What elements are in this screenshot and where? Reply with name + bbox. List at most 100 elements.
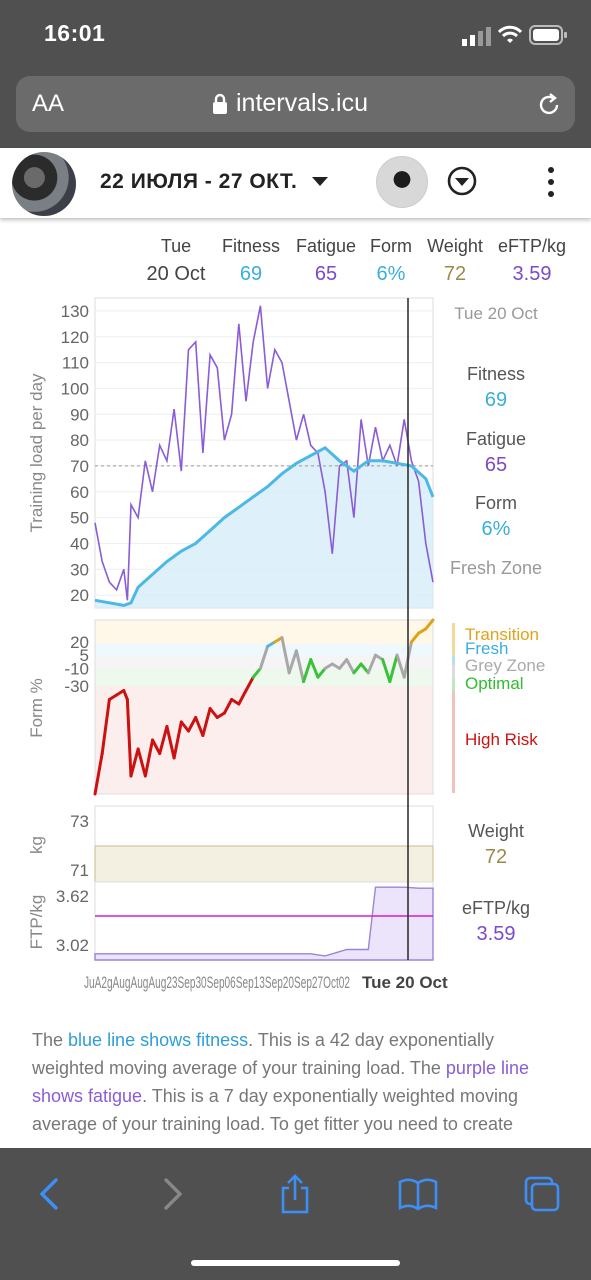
url-display[interactable]: intervals.icu: [212, 89, 368, 118]
fitness-help-link[interactable]: blue line shows fitness: [68, 1030, 249, 1050]
eftp-axis-label: FTP/kg: [27, 895, 46, 950]
load-y-tick: 30: [70, 560, 89, 579]
zone-high-risk-label: High Risk: [465, 730, 538, 749]
form-segment: [194, 716, 205, 737]
form-segment: [381, 658, 392, 684]
form-segment: [309, 658, 320, 679]
form-segment: [151, 738, 162, 755]
side-date: Tue 20 Oct: [454, 304, 538, 323]
date-range-selector[interactable]: 22 ИЮЛЯ - 27 ОКТ.: [100, 170, 328, 194]
summary-eftp: eFTP/kg 3.59: [497, 236, 567, 285]
form-segment: [316, 666, 327, 679]
wifi-icon: [498, 25, 522, 43]
reload-icon[interactable]: [536, 92, 562, 118]
load-y-tick: 100: [61, 379, 89, 398]
form-segment: [179, 720, 190, 733]
form-segment: [359, 662, 370, 675]
form-segment: [93, 752, 104, 796]
form-line: [93, 618, 435, 796]
status-time: 16:01: [44, 20, 106, 46]
form-panel: [94, 619, 434, 795]
user-avatar[interactable]: [12, 152, 76, 216]
load-y-tick: 60: [70, 483, 89, 502]
form-segment: [366, 653, 377, 675]
side-fatigue-value: 65: [484, 454, 508, 476]
form-segment: [122, 689, 129, 701]
circle-chevron-down-icon[interactable]: [447, 166, 477, 196]
load-y-tick: 80: [70, 431, 89, 450]
eftp-y-ticks: 3.62 3.02: [56, 887, 89, 955]
form-y-tick: 5: [80, 646, 89, 665]
url-text: intervals.icu: [236, 89, 368, 117]
form-segment: [129, 747, 140, 778]
fitness-line: [94, 445, 435, 607]
caret-down-icon: [311, 177, 328, 187]
form-y-ticks: 205-10-30: [64, 633, 89, 696]
fatigue-help-link[interactable]: purple line shows fatigue: [32, 1058, 529, 1106]
load-y-tick: 70: [70, 457, 89, 476]
bookmarks-icon[interactable]: [398, 1174, 438, 1214]
x-tick-labels: JuA2gAugAugAug23Sep30Sep06Sep13Sep20Sep2…: [84, 973, 350, 992]
form-segment: [388, 653, 399, 684]
form-segment: [294, 649, 306, 684]
side-fitness-label: Fitness: [466, 364, 526, 384]
athlete-avatar[interactable]: [376, 156, 428, 208]
browser-toolbar: [0, 1148, 591, 1280]
form-segment: [100, 698, 111, 755]
weight-axis-label: kg: [27, 836, 46, 854]
form-segment: [165, 725, 176, 760]
side-fatigue-label: Fatigue: [465, 429, 527, 449]
summary-fitness: Fitness 69: [221, 236, 281, 285]
form-y-tick: 20: [70, 633, 89, 652]
form-segment: [172, 720, 183, 760]
browser-address-area: AA intervals.icu: [0, 68, 591, 148]
zone-fresh-label: Fresh: [465, 639, 509, 658]
form-axis-label: Form %: [27, 678, 46, 738]
transition-zone-bar: [452, 623, 455, 655]
optimal-zone-bar: [452, 679, 455, 691]
form-segment: [251, 666, 262, 679]
side-fitness-value: 69: [484, 389, 508, 411]
home-indicator[interactable]: [191, 1260, 400, 1266]
weight-band: [94, 845, 434, 883]
side-eftp-value: 3.59: [476, 923, 516, 945]
load-y-tick: 110: [62, 354, 89, 373]
form-segment: [345, 658, 356, 675]
summary-row: Tue 20 Oct Fitness 69 Fatigue 65 Form 6%…: [0, 236, 591, 292]
load-y-tick: 40: [70, 534, 89, 553]
more-vert-icon[interactable]: [546, 166, 556, 198]
side-form-value: 6%: [481, 518, 511, 540]
summary-weight: Weight 72: [427, 236, 483, 285]
summary-form: Form 6%: [370, 236, 412, 285]
form-segment: [302, 658, 313, 684]
high-risk-zone-bar: [452, 691, 455, 793]
text-size-button[interactable]: AA: [32, 90, 65, 117]
date-range-label: 22 ИЮЛЯ - 27 ОКТ.: [100, 170, 298, 193]
fitness-area: [95, 447, 433, 608]
grey-zone-bar: [452, 665, 455, 679]
summary-date: Tue 20 Oct: [146, 236, 206, 285]
forward-icon[interactable]: [152, 1174, 192, 1214]
load-y-tick: 90: [70, 405, 89, 424]
eftp-y-tick: 3.02: [56, 936, 89, 955]
zone-grey-label: Grey Zone: [465, 656, 546, 675]
side-form-label: Form: [475, 493, 517, 513]
zone-transition-label: Transition: [465, 625, 540, 644]
form-segment: [280, 636, 291, 675]
load-y-tick: 20: [70, 586, 89, 605]
address-bar[interactable]: AA intervals.icu: [16, 76, 575, 132]
form-segment: [352, 662, 363, 675]
summary-fatigue: Fatigue 65: [295, 236, 357, 285]
back-icon[interactable]: [30, 1174, 70, 1214]
app-header: 22 ИЮЛЯ - 27 ОКТ.: [0, 148, 591, 218]
status-bar: 16:01: [0, 0, 591, 68]
form-segment: [424, 618, 435, 631]
form-segment: [287, 649, 298, 675]
form-y-tick: -10: [64, 659, 89, 678]
share-icon[interactable]: [275, 1174, 315, 1214]
side-zone: Fresh Zone: [449, 558, 543, 578]
tabs-icon[interactable]: [522, 1174, 562, 1214]
form-y-tick: -30: [64, 677, 89, 696]
chart-description: The blue line shows fitness. This is a 4…: [32, 1030, 529, 1134]
